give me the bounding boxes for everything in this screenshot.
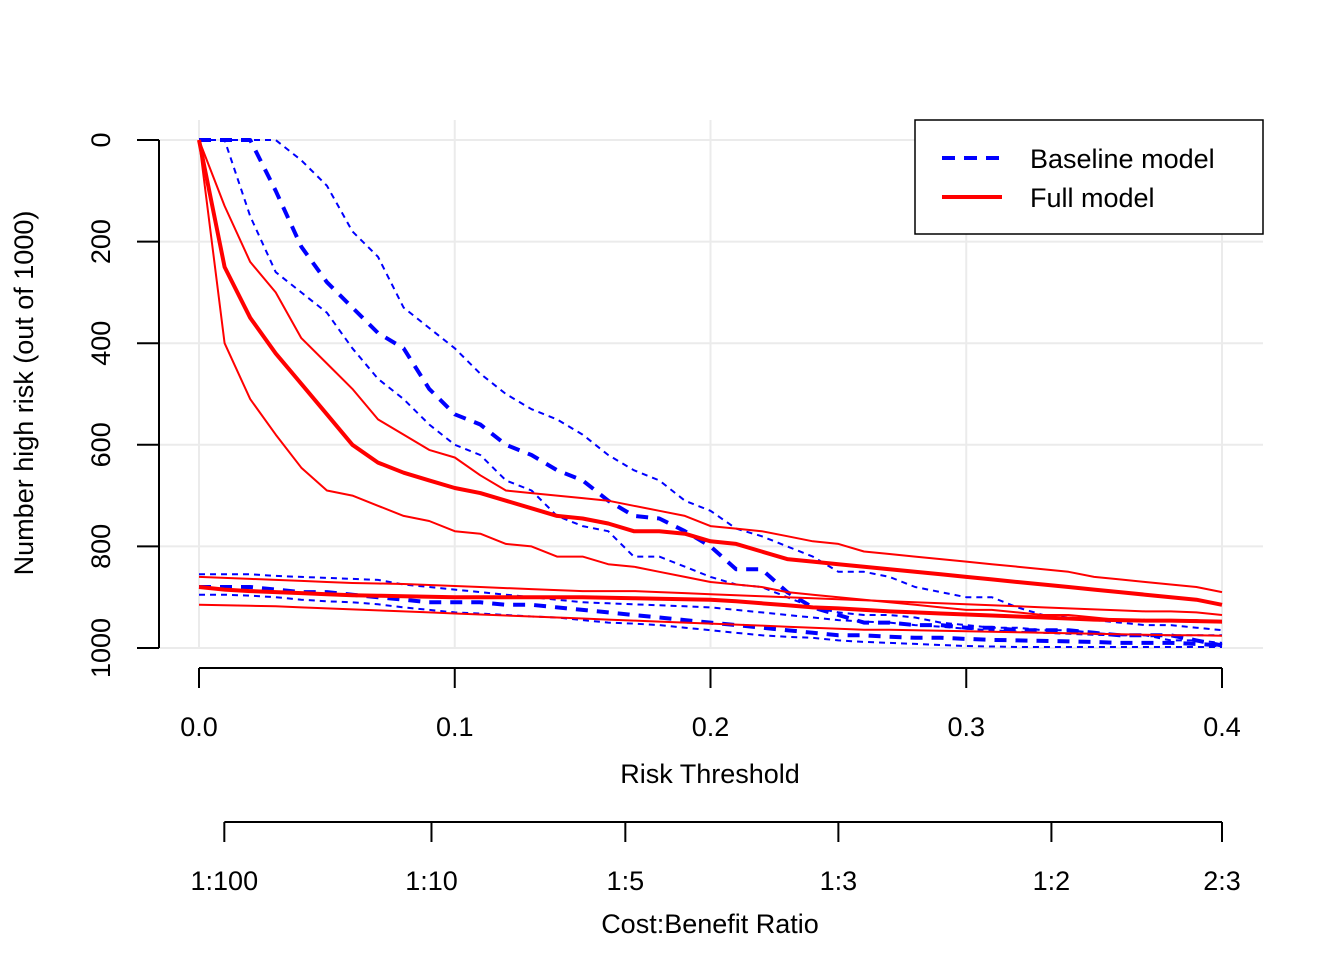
y-axis-title: Number high risk (out of 1000): [9, 211, 39, 576]
x2-tick-label-0: 1:100: [191, 866, 259, 896]
x-tick-label-3: 0.3: [947, 712, 985, 742]
full-low-risk-ci-lower-line: [198, 603, 1223, 637]
x-tick-label-1: 0.1: [436, 712, 474, 742]
y-tick-label-5: 1000: [86, 618, 116, 678]
baseline-high-risk-ci-upper-line: [199, 139, 1223, 644]
legend-label-full: Full model: [1030, 183, 1155, 213]
full-low-risk-main-line: [198, 585, 1223, 624]
x-tick-label-4: 0.4: [1203, 712, 1241, 742]
full-high-risk-ci-lower-line: [198, 139, 1223, 624]
baseline-high-risk-main-line: [199, 138, 1223, 648]
y-tick-label-0: 0: [86, 132, 116, 147]
x2-tick-label-2: 1:5: [607, 866, 645, 896]
full-high-risk-ci-upper-line: [198, 139, 1223, 594]
baseline-low-risk-ci-lower-line: [199, 573, 1222, 637]
y-tick-label-1: 200: [86, 219, 116, 264]
x2-tick-label-4: 1:2: [1033, 866, 1071, 896]
legend: Baseline model Full model: [914, 119, 1264, 235]
y-tick-label-4: 800: [86, 524, 116, 569]
series-lines: [197, 138, 1223, 648]
x2-tick-label-3: 1:3: [820, 866, 858, 896]
legend-label-baseline: Baseline model: [1030, 144, 1215, 174]
full-low-risk-ci-upper-line: [198, 575, 1223, 616]
full-high-risk-main-line: [197, 139, 1223, 607]
x2-axis-title: Cost:Benefit Ratio: [601, 909, 819, 939]
x-tick-label-0: 0.0: [180, 712, 218, 742]
y-tick-label-2: 400: [86, 321, 116, 366]
x2-tick-label-1: 1:10: [405, 866, 458, 896]
y-axis: 0 200 400 600 800 1000: [86, 132, 160, 678]
x-axis-title: Risk Threshold: [620, 759, 800, 789]
y-tick-label-3: 600: [86, 422, 116, 467]
x2-tick-label-5: 2:3: [1203, 866, 1241, 896]
baseline-low-risk-ci-upper-line: [199, 593, 1222, 648]
legend-box: [914, 119, 1264, 235]
x-axis: 0.0 0.1 0.2 0.3 0.4: [180, 667, 1241, 742]
grid: [159, 120, 1263, 649]
x-tick-label-2: 0.2: [692, 712, 730, 742]
cost-benefit-axis: 1:100 1:10 1:5 1:3 1:2 2:3: [191, 821, 1241, 896]
